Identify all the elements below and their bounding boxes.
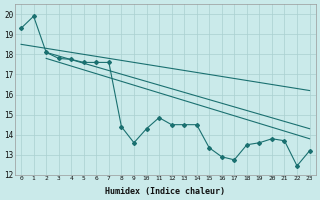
X-axis label: Humidex (Indice chaleur): Humidex (Indice chaleur) [105, 187, 225, 196]
